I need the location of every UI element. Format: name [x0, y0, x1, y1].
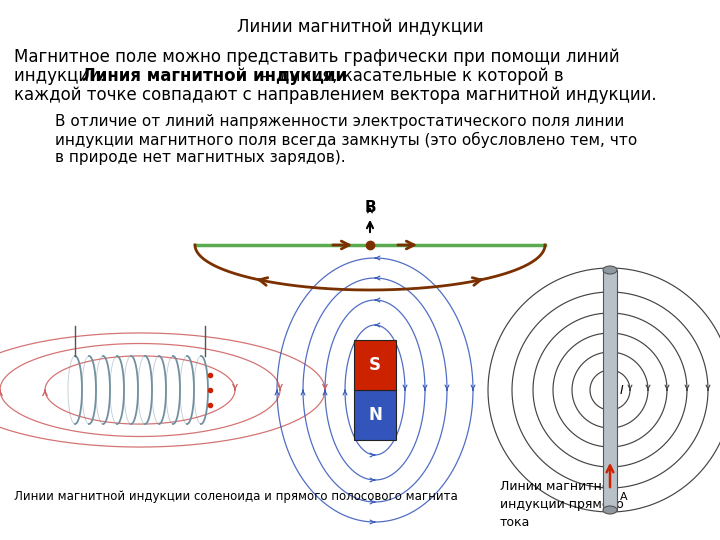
Text: Линия магнитной индукции: Линия магнитной индукции — [83, 67, 348, 85]
Text: индукции магнитного поля всегда замкнуты (это обусловлено тем, что: индукции магнитного поля всегда замкнуты… — [55, 132, 637, 148]
Text: Магнитное поле можно представить графически при помощи линий: Магнитное поле можно представить графиче… — [14, 48, 620, 66]
Text: Линии магнитной индукции: Линии магнитной индукции — [237, 18, 483, 36]
Text: Линии магнитной
индукции прямого
тока: Линии магнитной индукции прямого тока — [500, 480, 624, 529]
Ellipse shape — [603, 506, 617, 514]
Text: каждой точке совпадают с направлением вектора магнитной индукции.: каждой точке совпадают с направлением ве… — [14, 86, 657, 104]
Text: B: B — [364, 200, 376, 215]
Text: A: A — [620, 492, 628, 502]
FancyBboxPatch shape — [354, 340, 396, 390]
Text: Линии магнитной индукции соленоида и прямого полосового магнита: Линии магнитной индукции соленоида и пря… — [14, 490, 458, 503]
FancyBboxPatch shape — [603, 270, 617, 510]
Text: индукции.: индукции. — [14, 67, 110, 85]
Text: S: S — [369, 356, 381, 374]
Text: N: N — [368, 406, 382, 424]
FancyBboxPatch shape — [354, 390, 396, 440]
Text: в природе нет магнитных зарядов).: в природе нет магнитных зарядов). — [55, 150, 346, 165]
Ellipse shape — [603, 266, 617, 274]
Text: В отличие от линий напряженности электростатического поля линии: В отличие от линий напряженности электро… — [55, 114, 624, 129]
Text: –  линия, касательные к которой в: – линия, касательные к которой в — [255, 67, 564, 85]
Text: I: I — [620, 383, 624, 396]
